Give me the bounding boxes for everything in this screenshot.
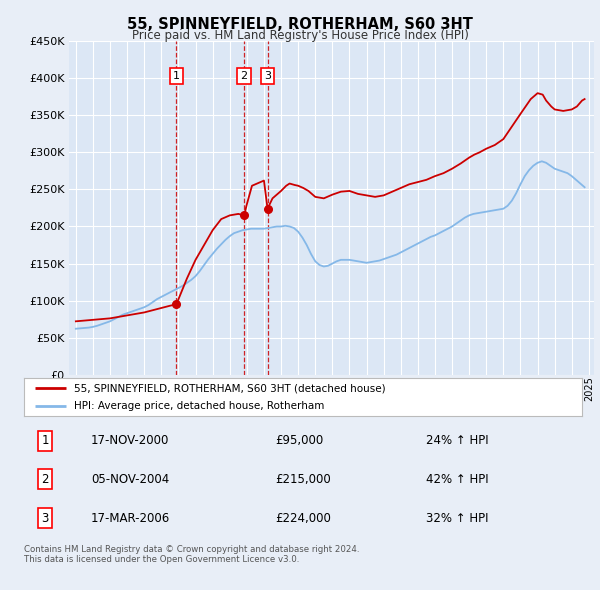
Text: 55, SPINNEYFIELD, ROTHERHAM, S60 3HT (detached house): 55, SPINNEYFIELD, ROTHERHAM, S60 3HT (de…	[74, 384, 386, 394]
Text: 05-NOV-2004: 05-NOV-2004	[91, 473, 169, 486]
Text: 2: 2	[241, 71, 248, 81]
Text: 1: 1	[173, 71, 180, 81]
Text: £215,000: £215,000	[275, 473, 331, 486]
Text: 3: 3	[264, 71, 271, 81]
Text: 17-MAR-2006: 17-MAR-2006	[91, 512, 170, 525]
Text: 42% ↑ HPI: 42% ↑ HPI	[426, 473, 488, 486]
Text: £224,000: £224,000	[275, 512, 331, 525]
Text: HPI: Average price, detached house, Rotherham: HPI: Average price, detached house, Roth…	[74, 401, 325, 411]
Text: Contains HM Land Registry data © Crown copyright and database right 2024.
This d: Contains HM Land Registry data © Crown c…	[24, 545, 359, 564]
Text: 55, SPINNEYFIELD, ROTHERHAM, S60 3HT: 55, SPINNEYFIELD, ROTHERHAM, S60 3HT	[127, 17, 473, 31]
Text: £95,000: £95,000	[275, 434, 323, 447]
Text: 3: 3	[41, 512, 49, 525]
Text: 2: 2	[41, 473, 49, 486]
Text: 1: 1	[41, 434, 49, 447]
Text: 17-NOV-2000: 17-NOV-2000	[91, 434, 169, 447]
Text: Price paid vs. HM Land Registry's House Price Index (HPI): Price paid vs. HM Land Registry's House …	[131, 30, 469, 42]
Text: 24% ↑ HPI: 24% ↑ HPI	[426, 434, 488, 447]
Text: 32% ↑ HPI: 32% ↑ HPI	[426, 512, 488, 525]
